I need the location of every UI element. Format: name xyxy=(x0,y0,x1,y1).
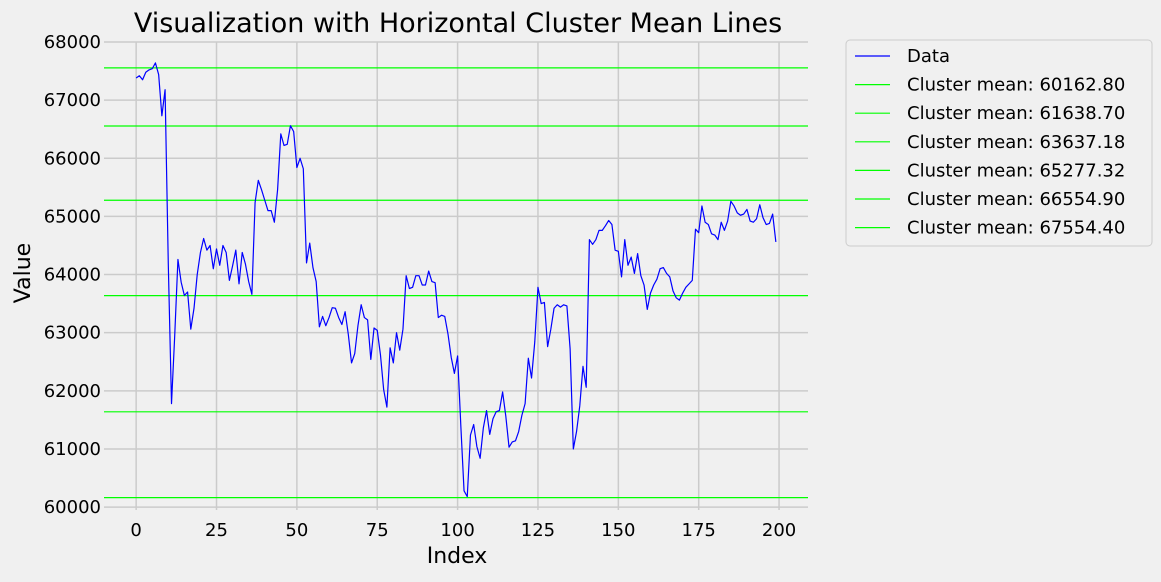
x-tick-label: 100 xyxy=(440,520,474,541)
legend-box xyxy=(845,39,1153,247)
legend-label: Cluster mean: 67554.40 xyxy=(907,218,1125,239)
legend-label: Cluster mean: 63637.18 xyxy=(907,132,1125,153)
y-tick-label: 64000 xyxy=(44,265,101,286)
legend-items: Data Cluster mean: 60162.80 Cluster mean: … xyxy=(855,46,1125,239)
x-tick-label: 150 xyxy=(601,520,635,541)
x-tick-label: 0 xyxy=(130,520,141,541)
grid-layer xyxy=(104,41,808,510)
x-tick-label: 75 xyxy=(366,520,389,541)
x-tick-label: 200 xyxy=(762,520,796,541)
x-tick-label: 125 xyxy=(521,520,555,541)
data-series-layer xyxy=(135,62,777,498)
chart-title: Visualization with Horizontal Cluster Me… xyxy=(134,8,782,39)
y-tick-label: 62000 xyxy=(44,381,101,402)
y-tick-label: 68000 xyxy=(44,32,101,53)
y-tick-labels: 60000 61000 62000 63000 64000 65000 66000 67000… xyxy=(44,32,101,518)
y-tick-label: 63000 xyxy=(44,323,101,344)
data-series-line xyxy=(135,62,777,498)
y-axis-label: Value xyxy=(11,243,36,303)
x-tick-label: 175 xyxy=(682,520,716,541)
y-tick-label: 67000 xyxy=(44,90,101,111)
x-axis-label: Index xyxy=(427,544,488,569)
legend-label: Cluster mean: 61638.70 xyxy=(907,103,1125,124)
legend-label: Cluster mean: 66554.90 xyxy=(907,189,1125,210)
cluster-lines xyxy=(104,67,808,499)
y-tick-label: 60000 xyxy=(44,497,101,518)
x-tick-label: 50 xyxy=(285,520,308,541)
y-tick-label: 66000 xyxy=(44,148,101,169)
legend: Data Cluster mean: 60162.80 Cluster mean: … xyxy=(845,39,1153,247)
x-tick-labels: 0 25 50 75 100 125 150 175 200 xyxy=(130,520,796,541)
legend-label: Data xyxy=(907,46,950,67)
legend-label: Cluster mean: 65277.32 xyxy=(907,160,1125,181)
y-tick-label: 65000 xyxy=(44,206,101,227)
y-tick-label: 61000 xyxy=(44,439,101,460)
legend-label: Cluster mean: 60162.80 xyxy=(907,75,1125,96)
x-tick-label: 25 xyxy=(205,520,228,541)
